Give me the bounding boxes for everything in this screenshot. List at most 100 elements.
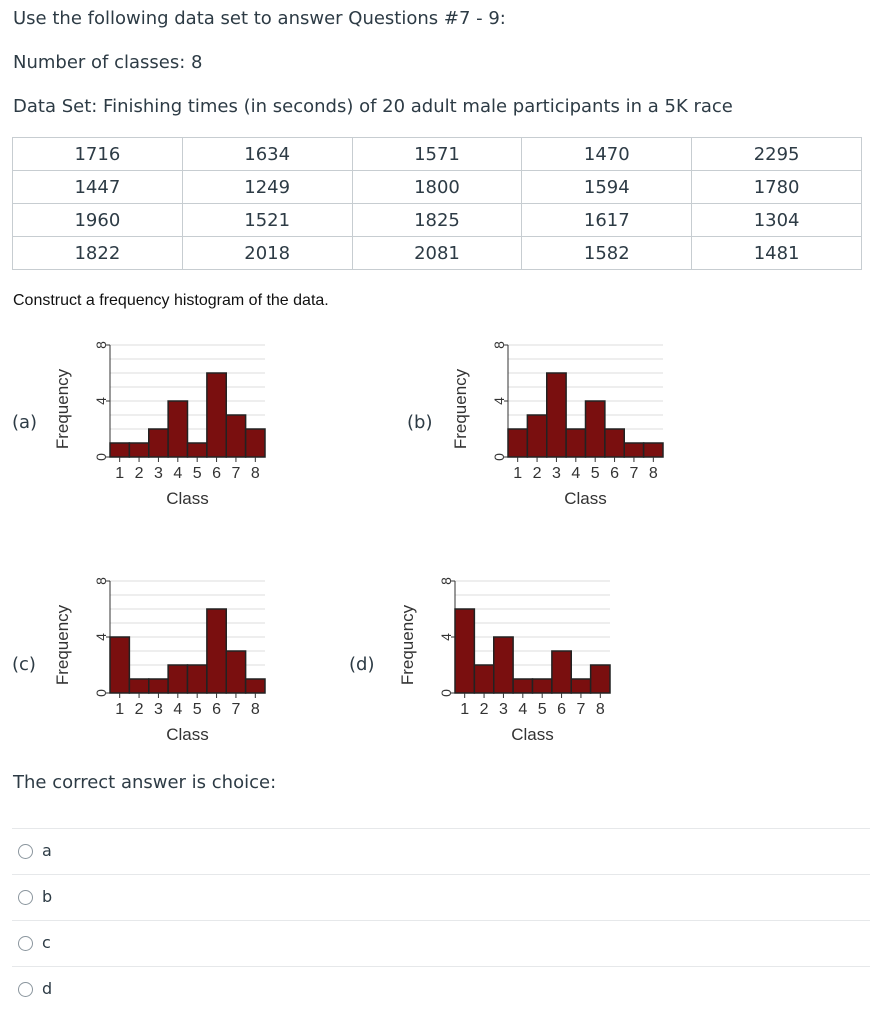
x-tick-label: 5 bbox=[193, 465, 202, 482]
x-tick-label: 7 bbox=[576, 701, 585, 718]
histogram-bar bbox=[206, 608, 227, 694]
option-a-label[interactable]: a bbox=[42, 841, 52, 860]
x-tick-label: 3 bbox=[499, 701, 508, 718]
option-b-label[interactable]: b bbox=[42, 887, 53, 906]
x-tick-label: 7 bbox=[231, 465, 240, 482]
table-cell: 2018 bbox=[181, 236, 353, 270]
histogram-bar bbox=[589, 664, 611, 694]
histogram-bar bbox=[109, 636, 131, 694]
histogram-bar bbox=[167, 664, 189, 694]
option-d-label[interactable]: d bbox=[42, 979, 53, 998]
x-tick-label: 2 bbox=[135, 701, 144, 718]
table-cell: 1960 bbox=[12, 203, 183, 237]
table-row: 1960 1521 1825 1617 1304 bbox=[12, 203, 862, 237]
instruction-text: Construct a frequency histogram of the d… bbox=[13, 292, 329, 309]
histogram-bar bbox=[148, 678, 169, 694]
number-of-classes: Number of classes: 8 bbox=[13, 52, 203, 73]
y-tick-label: 0 bbox=[438, 689, 454, 697]
option-b[interactable]: b bbox=[12, 874, 870, 920]
radio-button-b[interactable] bbox=[18, 890, 33, 905]
histogram-bar bbox=[225, 650, 247, 694]
histogram-bar bbox=[186, 442, 208, 458]
histogram-bar bbox=[128, 442, 150, 458]
y-axis-title: Frequency bbox=[53, 368, 72, 449]
x-tick-label: 6 bbox=[212, 465, 221, 482]
x-tick-label: 7 bbox=[629, 465, 638, 482]
option-a[interactable]: a bbox=[12, 828, 870, 874]
option-d[interactable]: d bbox=[12, 966, 870, 1012]
y-tick-label: 8 bbox=[491, 341, 507, 349]
table-cell: 1594 bbox=[521, 170, 693, 204]
y-axis-title: Frequency bbox=[451, 368, 470, 449]
answer-prompt: The correct answer is choice: bbox=[13, 772, 277, 793]
x-tick-label: 2 bbox=[533, 465, 542, 482]
table-cell: 1249 bbox=[181, 170, 353, 204]
y-tick-label: 8 bbox=[438, 577, 454, 585]
table-cell: 1481 bbox=[691, 236, 862, 270]
x-tick-label: 5 bbox=[193, 701, 202, 718]
histogram-bar bbox=[186, 664, 208, 694]
histogram-bar bbox=[642, 442, 664, 458]
x-axis-title: Class bbox=[564, 489, 607, 508]
question-intro: Use the following data set to answer Que… bbox=[13, 8, 506, 29]
x-tick-label: 8 bbox=[251, 701, 260, 718]
table-cell: 1617 bbox=[521, 203, 693, 237]
table-cell: 1304 bbox=[691, 203, 862, 237]
table-row: 1447 1249 1800 1594 1780 bbox=[12, 170, 862, 204]
x-axis-title: Class bbox=[166, 725, 209, 744]
table-cell: 1716 bbox=[12, 137, 183, 171]
histogram-bar bbox=[473, 664, 495, 694]
table-cell: 1825 bbox=[351, 203, 523, 237]
histogram-c: 0 4 8 1 2 3 4 5 6 7 8 Class Frequency bbox=[50, 566, 280, 760]
histogram-bar bbox=[623, 442, 645, 458]
x-tick-label: 3 bbox=[154, 701, 163, 718]
histogram-bar bbox=[565, 428, 587, 458]
choice-d-label: (d) bbox=[349, 654, 375, 675]
x-tick-label: 8 bbox=[596, 701, 605, 718]
y-tick-label: 4 bbox=[491, 397, 507, 405]
histogram-bar bbox=[109, 442, 131, 458]
table-cell: 1571 bbox=[351, 137, 523, 171]
y-tick-label: 0 bbox=[491, 453, 507, 461]
option-c[interactable]: c bbox=[12, 920, 870, 966]
histogram-bar bbox=[531, 678, 553, 694]
option-c-label[interactable]: c bbox=[42, 933, 51, 952]
histogram-bar bbox=[206, 372, 227, 458]
y-tick-label: 4 bbox=[438, 633, 454, 641]
table-cell: 1822 bbox=[12, 236, 183, 270]
x-tick-label: 8 bbox=[649, 465, 658, 482]
x-tick-label: 3 bbox=[552, 465, 561, 482]
y-tick-label: 8 bbox=[93, 577, 109, 585]
radio-button-a[interactable] bbox=[18, 844, 33, 859]
radio-button-c[interactable] bbox=[18, 936, 33, 951]
dataset-description: Data Set: Finishing times (in seconds) o… bbox=[13, 96, 733, 117]
y-tick-label: 4 bbox=[93, 633, 109, 641]
y-tick-label: 0 bbox=[93, 689, 109, 697]
radio-button-d[interactable] bbox=[18, 982, 33, 997]
x-tick-label: 1 bbox=[115, 465, 124, 482]
table-cell: 1521 bbox=[181, 203, 353, 237]
data-table: 1716 1634 1571 1470 2295 1447 1249 1800 … bbox=[12, 137, 862, 270]
histogram-bar bbox=[526, 414, 548, 458]
x-tick-label: 3 bbox=[154, 465, 163, 482]
histogram-bar bbox=[546, 372, 567, 458]
histogram-bar bbox=[244, 678, 266, 694]
choice-a-label: (a) bbox=[12, 412, 38, 433]
histogram-bar bbox=[225, 414, 247, 458]
x-tick-label: 4 bbox=[173, 465, 182, 482]
x-tick-label: 1 bbox=[115, 701, 124, 718]
y-tick-label: 4 bbox=[93, 397, 109, 405]
histogram-d: 0 4 8 1 2 3 4 5 6 7 8 Class Frequency bbox=[395, 566, 625, 760]
table-cell: 1582 bbox=[521, 236, 693, 270]
choice-c-label: (c) bbox=[12, 654, 36, 675]
histogram-bar bbox=[604, 428, 625, 458]
table-cell: 1634 bbox=[181, 137, 353, 171]
x-tick-label: 2 bbox=[135, 465, 144, 482]
histogram-bar bbox=[167, 400, 189, 458]
x-tick-label: 4 bbox=[571, 465, 580, 482]
x-tick-label: 4 bbox=[518, 701, 527, 718]
x-tick-label: 6 bbox=[212, 701, 221, 718]
histogram-a: 0 4 8 1 2 3 4 5 6 7 8 Class Frequency bbox=[50, 330, 280, 524]
